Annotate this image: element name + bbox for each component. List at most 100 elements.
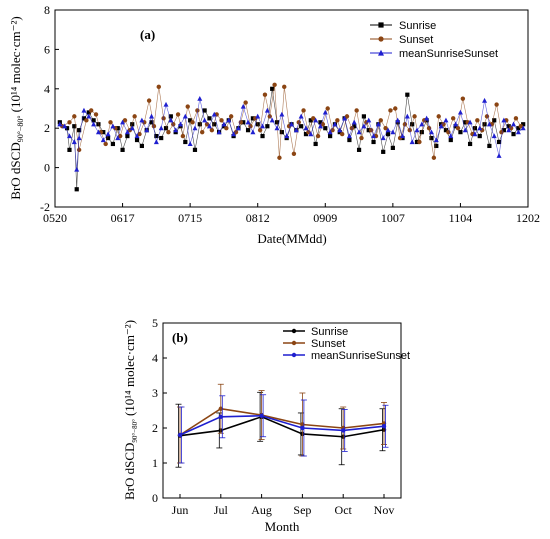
panel-a-point-sunset bbox=[257, 127, 263, 133]
panel-b-x-tick-label: Oct bbox=[335, 503, 353, 517]
panel-a-point-sunrise bbox=[361, 114, 366, 119]
panel-a-point-meansunrisesunset bbox=[269, 117, 275, 123]
panel-a-point-sunrise bbox=[477, 133, 482, 139]
panel-a-point-meansunrisesunset bbox=[467, 119, 473, 125]
panel-a-point-sunrise bbox=[149, 120, 154, 125]
panel-a-point-sunrise bbox=[313, 141, 318, 147]
panel-a-point-sunset bbox=[117, 133, 123, 139]
panel-a-y-axis-label-main: BrO dSCD bbox=[8, 142, 23, 199]
panel-b: 0 1 2 3 4 5 Jun Jul Aug Sep Oct Nov (b) Month BrO … bbox=[122, 316, 410, 534]
panel-a-point-sunrise bbox=[139, 143, 144, 149]
panel-b-legend-label: Sunset bbox=[311, 338, 345, 350]
panel-a-point-meansunrisesunset bbox=[168, 117, 174, 123]
panel-a-point-meansunrisesunset bbox=[356, 129, 362, 135]
panel-a-point-sunset bbox=[72, 114, 77, 119]
panel-a-point-sunrise bbox=[414, 139, 420, 145]
panel-a-point-sunrise bbox=[188, 118, 193, 123]
panel-a-point-sunrise bbox=[115, 126, 120, 131]
panel-a-point-meansunrisesunset bbox=[472, 131, 478, 137]
panel-a-point-sunrise bbox=[299, 124, 304, 129]
panel-b-y-axis-label-sub: 90°−80° bbox=[131, 419, 139, 443]
panel-a-point-sunset bbox=[219, 118, 224, 123]
panel-a-point-meansunrisesunset bbox=[124, 129, 130, 135]
panel-a-point-meansunrisesunset bbox=[380, 135, 386, 141]
panel-a-point-sunset bbox=[378, 118, 383, 123]
panel-a-point-meansunrisesunset bbox=[486, 121, 492, 127]
panel-b-point-meansunrisesunset bbox=[381, 424, 387, 429]
panel-a-legend-marker bbox=[378, 36, 384, 42]
panel-a-point-meansunrisesunset bbox=[120, 119, 126, 125]
panel-a-point-meansunrisesunset bbox=[448, 133, 454, 139]
panel-b-y-tick-label: 2 bbox=[152, 421, 158, 435]
panel-a-point-meansunrisesunset bbox=[346, 133, 352, 139]
panel-a-point-sunset bbox=[431, 155, 437, 160]
panel-a-point-sunrise bbox=[371, 139, 376, 145]
panel-a-point-sunrise bbox=[347, 137, 352, 143]
panel-a-point-sunset bbox=[417, 139, 422, 145]
panel-b-x-tick-label: Sep bbox=[293, 503, 311, 517]
panel-a-point-meansunrisesunset bbox=[66, 133, 72, 139]
panel-a-point-meansunrisesunset bbox=[342, 115, 348, 121]
panel-a-point-meansunrisesunset bbox=[235, 125, 241, 131]
panel-a-point-sunrise bbox=[130, 122, 135, 127]
panel-a-legend-label: meanSunriseSunset bbox=[399, 48, 498, 60]
panel-a-point-sunset bbox=[93, 112, 99, 117]
panel-a-point-sunrise bbox=[260, 133, 265, 139]
panel-a-point-sunrise bbox=[501, 128, 506, 133]
panel-a-point-sunset bbox=[301, 108, 306, 113]
panel-a-point-meansunrisesunset bbox=[496, 153, 502, 158]
panel-a-point-meansunrisesunset bbox=[240, 103, 246, 109]
panel-a-point-sunrise bbox=[279, 130, 284, 135]
panel-a-point-sunrise bbox=[303, 132, 309, 137]
panel-a-point-sunset bbox=[224, 126, 229, 131]
panel-a-point-sunset bbox=[175, 112, 181, 117]
panel-a-legend-label: Sunrise bbox=[399, 20, 436, 32]
panel-a-point-sunrise bbox=[250, 116, 255, 121]
panel-a-point-meansunrisesunset bbox=[443, 117, 449, 123]
panel-a-y-tick-label: -2 bbox=[40, 200, 50, 214]
panel-a-y-tick-label: 8 bbox=[44, 3, 50, 17]
panel-a-point-sunrise bbox=[390, 145, 395, 150]
panel-a-point-sunset bbox=[315, 133, 321, 139]
panel-b-point-meansunrisesunset bbox=[259, 413, 264, 418]
panel-a-point-meansunrisesunset bbox=[361, 123, 367, 129]
panel-a-point-meansunrisesunset bbox=[317, 123, 323, 129]
panel-b-x-ticks: Jun Jul Aug Sep Oct Nov bbox=[172, 494, 394, 517]
panel-a-point-meansunrisesunset bbox=[491, 133, 497, 139]
panel-a-point-sunrise bbox=[105, 135, 111, 141]
panel-a-point-sunset bbox=[76, 147, 82, 153]
panel-a-point-sunset bbox=[412, 114, 417, 119]
panel-b-y-tick-label: 3 bbox=[152, 386, 158, 400]
panel-a-point-meansunrisesunset bbox=[274, 125, 280, 131]
panel-a-series-sunset bbox=[60, 82, 523, 160]
panel-a-series bbox=[57, 82, 526, 192]
panel-a-point-sunrise bbox=[511, 132, 516, 137]
panel-a-point-sunrise bbox=[352, 124, 357, 129]
panel-a-point-sunrise bbox=[448, 137, 453, 143]
panel-a-point-sunrise bbox=[356, 147, 362, 152]
panel-a-point-sunrise bbox=[74, 187, 79, 192]
panel-a-point-meansunrisesunset bbox=[511, 121, 517, 127]
panel-a-point-sunset bbox=[132, 114, 137, 119]
panel-a-label: (a) bbox=[140, 27, 155, 42]
panel-a-point-meansunrisesunset bbox=[158, 125, 164, 131]
panel-a-point-sunrise bbox=[521, 122, 526, 127]
panel-a-point-sunrise bbox=[86, 110, 91, 115]
panel-a-point-meansunrisesunset bbox=[313, 117, 319, 123]
panel-a-point-sunrise bbox=[308, 118, 313, 123]
panel-a-point-meansunrisesunset bbox=[477, 125, 483, 131]
panel-b-label: (b) bbox=[172, 330, 188, 345]
panel-a-point-sunset bbox=[393, 106, 398, 111]
panel-a-point-sunset bbox=[146, 98, 152, 103]
panel-a-point-sunrise bbox=[183, 139, 188, 145]
panel-a-point-sunset bbox=[339, 131, 345, 137]
panel-a-point-sunrise bbox=[385, 132, 391, 137]
panel-a-point-meansunrisesunset bbox=[211, 111, 217, 117]
panel-a-point-meansunrisesunset bbox=[260, 123, 266, 129]
panel-a-point-sunset bbox=[277, 155, 282, 160]
panel-a-point-meansunrisesunset bbox=[216, 129, 222, 135]
panel-a-point-sunset bbox=[195, 108, 200, 113]
panel-a-y-axis-label-sub: 90°−80° bbox=[16, 115, 25, 142]
panel-a-point-sunrise bbox=[154, 133, 159, 139]
